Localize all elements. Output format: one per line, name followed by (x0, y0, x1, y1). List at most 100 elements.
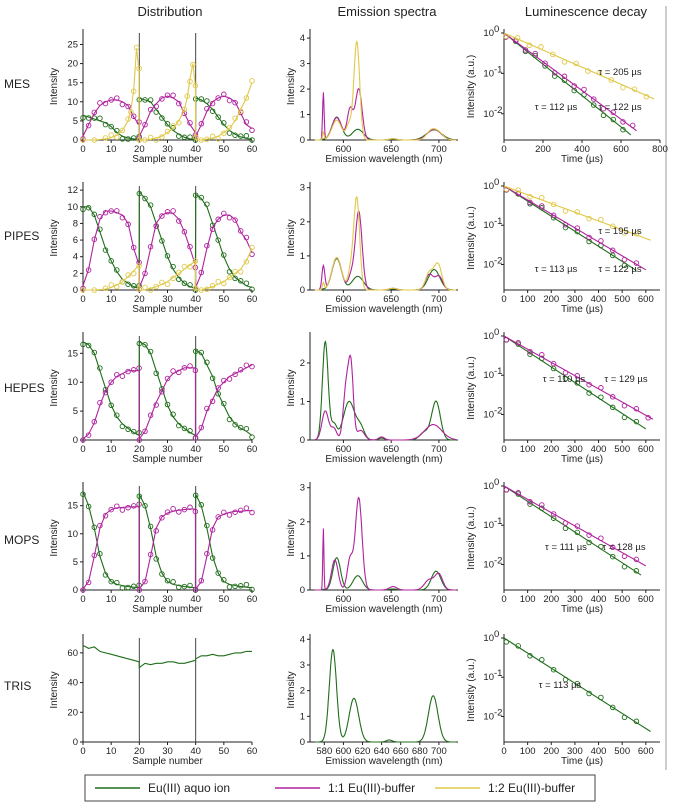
decay-point-1-2-eu-iii-buffer (598, 216, 604, 223)
decay-point-eu-iii-aquo-ion (539, 205, 545, 211)
data-point-eu-iii-aquo-ion (243, 280, 250, 286)
x-axis-label-dec-hepes: Time (µs) (561, 454, 603, 465)
decay-point-1-1-eu-iii-buffer (550, 212, 557, 219)
data-point-eu-iii-aquo-ion (80, 491, 86, 497)
data-point-1-1-eu-iii-buffer (243, 234, 250, 241)
data-point-1-1-eu-iii-buffer (192, 586, 199, 593)
decay-point-1-2-eu-iii-buffer (596, 69, 603, 76)
x-tick-label-dist-hepes: 30 (162, 444, 173, 455)
decay-point-1-1-eu-iii-buffer (561, 73, 568, 80)
x-tick-label-dec-mops: 100 (520, 594, 536, 605)
x-axis-label-em-mops: Emission wavelength (nm) (325, 604, 442, 615)
decay-point-1-1-eu-iii-buffer (586, 234, 592, 241)
row-label-mes: MES (4, 77, 30, 91)
spectrum-line-1-1-eu-iii-buffer (314, 496, 457, 591)
data-point-1-1-eu-iii-buffer (102, 513, 109, 519)
data-point-1-2-eu-iii-buffer (184, 93, 190, 99)
decay-point-eu-iii-aquo-ion (633, 568, 640, 574)
data-point-1-1-eu-iii-buffer (159, 389, 165, 395)
x-tick-label-dec-pipes: 600 (638, 294, 654, 305)
fit-line-eu-iii-aquo-ion (503, 32, 632, 136)
data-point-1-1-eu-iii-buffer (97, 213, 103, 220)
x-tick-label-dist-mes: 0 (80, 144, 85, 155)
data-point-eu-iii-aquo-ion (204, 359, 210, 366)
series-line-1-2-eu-iii-buffer (83, 248, 253, 291)
data-point-1-1-eu-iii-buffer (232, 99, 238, 106)
decay-point-1-1-eu-iii-buffer (574, 523, 581, 529)
x-tick-label-em-mes: 700 (431, 144, 447, 155)
data-point-eu-iii-aquo-ion (164, 577, 171, 584)
data-point-1-2-eu-iii-buffer (147, 134, 154, 141)
data-point-1-1-eu-iii-buffer (176, 509, 182, 515)
y-tick-label-em-mops: 1 (300, 551, 305, 562)
data-point-eu-iii-aquo-ion (237, 583, 244, 589)
x-tick-label-em-pipes: 650 (383, 294, 399, 305)
data-point-eu-iii-aquo-ion (170, 125, 176, 131)
y-tick-label-em-tris: 1 (300, 711, 305, 722)
spectrum-line-1-1-eu-iii-buffer (314, 354, 457, 441)
data-point-eu-iii-aquo-ion (85, 503, 92, 510)
data-point-1-1-eu-iii-buffer (181, 365, 188, 371)
data-point-eu-iii-aquo-ion (198, 194, 205, 201)
data-point-1-2-eu-iii-buffer (192, 285, 199, 292)
data-point-1-2-eu-iii-buffer (147, 287, 154, 293)
data-point-1-2-eu-iii-buffer (125, 116, 131, 122)
data-point-1-1-eu-iii-buffer (80, 437, 86, 443)
data-point-eu-iii-aquo-ion (114, 267, 120, 273)
data-point-eu-iii-aquo-ion (108, 578, 114, 585)
decay-point-1-2-eu-iii-buffer (608, 77, 615, 83)
decay-point-1-1-eu-iii-buffer (633, 556, 640, 563)
data-point-eu-iii-aquo-ion (232, 132, 238, 138)
data-point-1-1-eu-iii-buffer (209, 226, 216, 233)
decay-point-1-1-eu-iii-buffer (550, 360, 557, 367)
data-point-1-1-eu-iii-buffer (102, 389, 109, 396)
x-tick-label-dist-tris: 60 (247, 746, 258, 757)
x-tick-label-dist-mops: 10 (106, 594, 117, 605)
data-point-eu-iii-aquo-ion (209, 375, 216, 381)
decay-point-eu-iii-aquo-ion (562, 224, 569, 231)
decay-point-1-1-eu-iii-buffer (527, 499, 533, 505)
data-point-eu-iii-aquo-ion (119, 136, 126, 142)
data-point-1-1-eu-iii-buffer (170, 368, 176, 374)
data-point-1-2-eu-iii-buffer (176, 119, 182, 126)
y-axis-label-dec-tris: Intensity (a.u.) (466, 658, 477, 721)
data-point-1-1-eu-iii-buffer (209, 100, 216, 107)
y-tick-label-dist-hepes: 10 (67, 377, 78, 388)
x-tick-label-dist-tris: 0 (80, 746, 85, 757)
fit-line-eu-iii-aquo-ion (503, 485, 642, 576)
x-tick-label-dist-mops: 40 (190, 594, 201, 605)
data-point-1-2-eu-iii-buffer (181, 263, 188, 270)
data-point-eu-iii-aquo-ion (85, 204, 92, 211)
decay-point-eu-iii-aquo-ion (586, 238, 592, 245)
x-tick-label-dist-mops: 0 (80, 594, 85, 605)
data-point-eu-iii-aquo-ion (187, 428, 193, 434)
data-point-eu-iii-aquo-ion (108, 402, 114, 409)
data-point-eu-iii-aquo-ion (130, 283, 137, 289)
decay-point-1-2-eu-iii-buffer (633, 231, 640, 237)
decay-point-1-2-eu-iii-buffer (561, 59, 568, 65)
x-tick-label-dec-tris: 600 (638, 746, 654, 757)
data-point-eu-iii-aquo-ion (243, 133, 250, 139)
decay-point-1-2-eu-iii-buffer (621, 230, 628, 236)
y-axis-label-dec-mops: Intensity (a.u.) (466, 506, 477, 569)
y-axis-label-em-pipes: Intensity (286, 219, 297, 256)
data-point-1-1-eu-iii-buffer (204, 243, 210, 249)
x-tick-label-dist-mes: 50 (219, 144, 230, 155)
panel-dist-mes: 0 10 20 30 40 50 60 0 5 10 15 20 25 Sample number Inte… (49, 29, 257, 165)
data-point-eu-iii-aquo-ion (85, 342, 92, 349)
data-point-1-1-eu-iii-buffer (198, 269, 205, 276)
x-tick-label-dist-mes: 20 (134, 144, 145, 155)
decay-point-eu-iii-aquo-ion (621, 563, 628, 570)
data-point-1-1-eu-iii-buffer (136, 587, 143, 593)
data-point-1-1-eu-iii-buffer (181, 229, 188, 235)
data-point-1-1-eu-iii-buffer (85, 267, 92, 273)
x-tick-label-dec-mes: 600 (613, 144, 629, 155)
x-tick-label-dist-hepes: 0 (80, 444, 85, 455)
data-point-eu-iii-aquo-ion (181, 134, 188, 141)
decay-point-1-2-eu-iii-buffer (620, 84, 626, 91)
data-point-1-2-eu-iii-buffer (226, 274, 233, 281)
decay-point-1-1-eu-iii-buffer (539, 203, 545, 209)
x-tick-label-dist-pipes: 50 (219, 294, 230, 305)
data-point-eu-iii-aquo-ion (176, 276, 182, 283)
data-point-1-2-eu-iii-buffer (136, 65, 142, 72)
